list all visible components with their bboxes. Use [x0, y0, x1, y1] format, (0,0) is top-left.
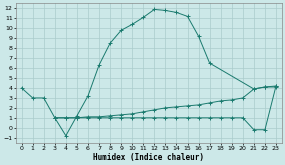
X-axis label: Humidex (Indice chaleur): Humidex (Indice chaleur) — [93, 152, 204, 162]
